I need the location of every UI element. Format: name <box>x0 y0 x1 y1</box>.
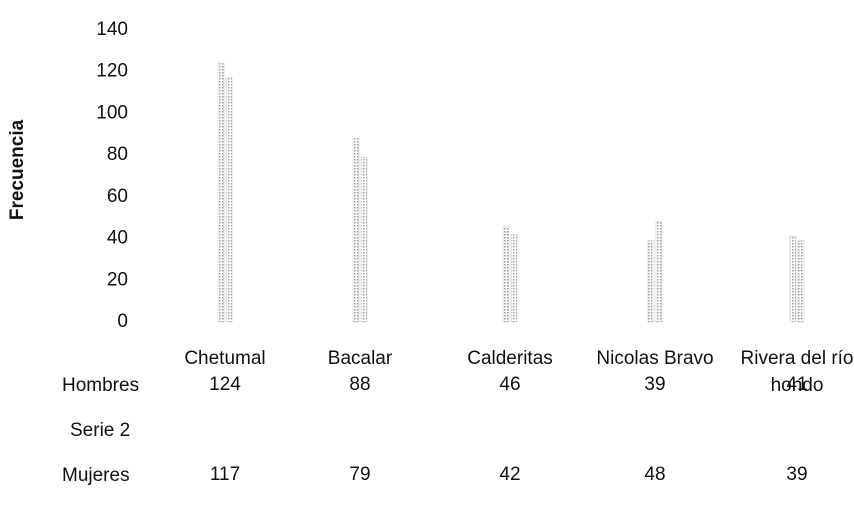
bar <box>225 77 233 323</box>
bar <box>352 138 360 323</box>
y-tick-label: 0 <box>117 311 128 332</box>
x-tick-label: Rivera del río hondo <box>740 348 854 396</box>
legend-entry: Hombres <box>62 375 140 396</box>
y-tick-label: 60 <box>107 186 128 207</box>
bar <box>797 240 805 323</box>
data-label: 39 <box>786 464 808 485</box>
bar <box>655 221 663 323</box>
y-tick-label: 120 <box>96 61 128 82</box>
x-tick-label: Chetumal <box>184 348 266 369</box>
bar <box>217 63 225 323</box>
legend-entry: Mujeres <box>62 465 130 486</box>
x-tick-label: Bacalar <box>327 348 393 369</box>
bar <box>647 240 655 323</box>
bar <box>502 225 510 323</box>
y-tick-label: 40 <box>107 228 128 249</box>
data-label: 41 <box>786 374 808 395</box>
data-label: 124 <box>209 374 241 395</box>
y-axis-label: Frecuencia <box>7 119 28 220</box>
data-label: 42 <box>499 464 521 485</box>
y-tick-label: 80 <box>107 144 128 165</box>
y-tick-label: 20 <box>107 269 128 290</box>
x-tick-label: Nicolas Bravo <box>596 348 714 369</box>
data-label: 48 <box>644 464 666 485</box>
data-label: 79 <box>349 464 371 485</box>
data-label: 39 <box>644 374 666 395</box>
data-label: 117 <box>209 464 241 485</box>
x-tick-label: Calderitas <box>467 348 553 369</box>
bar <box>510 234 518 323</box>
legend-entry: Serie 2 <box>70 420 131 441</box>
data-label: 46 <box>499 374 521 395</box>
bar <box>360 156 368 323</box>
bar <box>789 236 797 323</box>
data-label: 88 <box>349 374 371 395</box>
y-tick-label: 100 <box>96 102 128 123</box>
y-tick-label: 140 <box>96 19 128 40</box>
